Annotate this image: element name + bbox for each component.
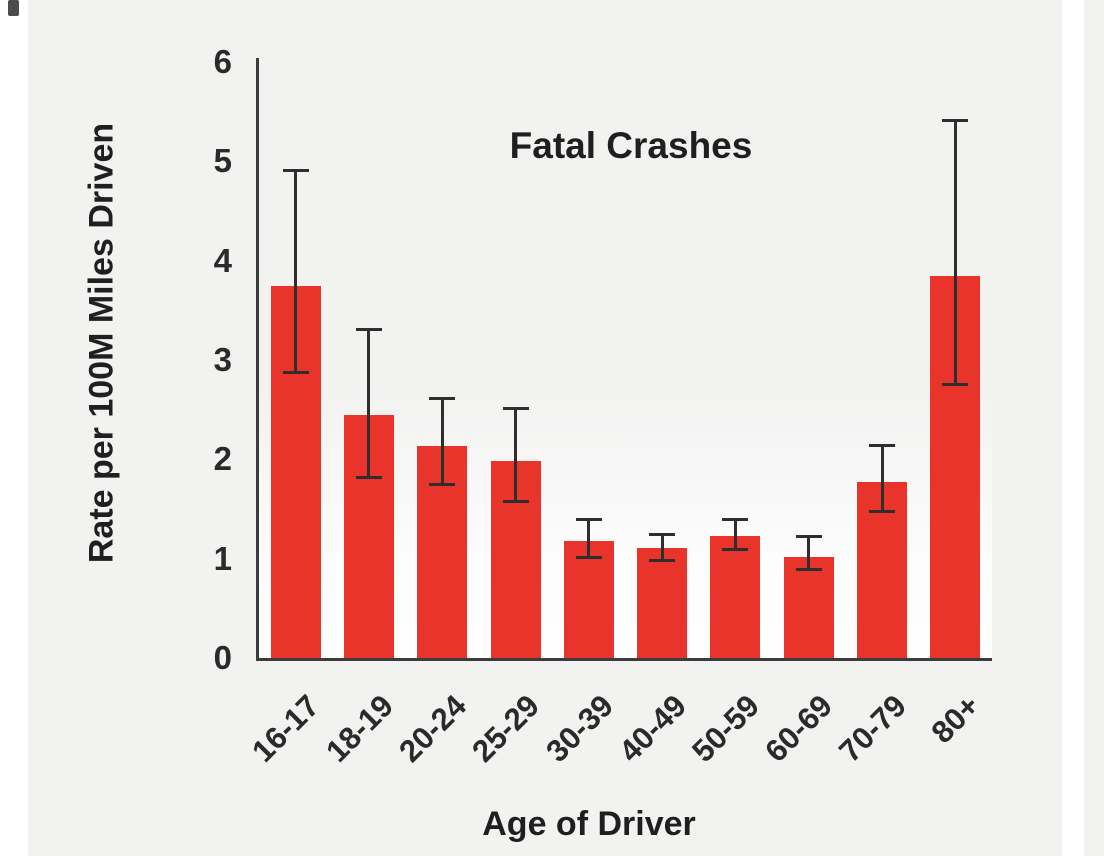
error-bar-cap	[355, 327, 382, 331]
error-bar-cap	[575, 556, 602, 560]
bar	[783, 556, 834, 658]
y-tick-label: 2	[213, 440, 232, 478]
error-bar-cap	[575, 518, 602, 522]
x-axis-label: Age of Driver	[482, 805, 696, 843]
error-bar-cap	[502, 499, 529, 503]
error-bar-cap	[649, 559, 676, 563]
right-white-strip	[1062, 0, 1084, 856]
error-bar-cap	[795, 568, 822, 572]
y-tick-label: 5	[213, 142, 232, 180]
error-bar-cap	[355, 475, 382, 479]
x-axis-line	[256, 658, 992, 661]
error-bar-cap	[429, 397, 456, 401]
y-tick-label: 3	[213, 341, 232, 378]
error-bar-line	[953, 120, 957, 385]
error-bar-cap	[795, 535, 822, 539]
x-tick-label: 25-29	[465, 688, 547, 769]
error-bar-line	[660, 534, 664, 561]
x-tick-label: 60-69	[758, 688, 840, 769]
y-axis-label: Rate per 100M Miles Driven	[82, 122, 121, 564]
error-bar-cap	[282, 371, 309, 375]
x-tick-label: 40-49	[612, 688, 693, 769]
x-tick-label: 50-59	[685, 688, 767, 769]
x-tick-label: 30-39	[538, 688, 620, 769]
x-tick-label: 80+	[924, 688, 987, 750]
error-bar-line	[880, 445, 884, 512]
error-bar-line	[294, 170, 298, 373]
bar	[637, 547, 688, 658]
error-bar-line	[440, 398, 444, 485]
y-tick-label: 4	[213, 241, 232, 279]
left-white-margin	[0, 0, 28, 856]
error-bar-cap	[429, 482, 456, 486]
x-tick-label: 70-79	[831, 688, 913, 769]
error-bar-line	[807, 536, 811, 570]
x-tick-label: 18-19	[318, 688, 400, 769]
bar	[710, 535, 761, 658]
error-bar-cap	[722, 548, 749, 552]
error-bar-cap	[869, 443, 896, 447]
y-tick-label: 1	[213, 539, 232, 577]
error-bar-line	[514, 408, 518, 502]
x-tick-label: 16-17	[245, 688, 327, 769]
error-bar-cap	[722, 518, 749, 522]
error-bar-line	[733, 519, 737, 550]
error-bar-cap	[942, 119, 969, 123]
error-bar-cap	[502, 407, 529, 411]
bar	[563, 540, 614, 658]
error-bar-cap	[282, 168, 309, 172]
y-tick-label: 0	[213, 639, 232, 676]
error-bar-cap	[869, 510, 896, 514]
y-tick-label: 6	[213, 43, 232, 80]
y-axis-line	[256, 58, 259, 660]
top-left-mark	[8, 0, 19, 16]
error-bar-line	[587, 519, 591, 558]
error-bar-cap	[942, 383, 969, 387]
error-bar-line	[367, 329, 371, 478]
chart-title: Fatal Crashes	[509, 125, 753, 166]
error-bar-cap	[649, 533, 676, 537]
x-tick-label: 20-24	[392, 688, 473, 769]
